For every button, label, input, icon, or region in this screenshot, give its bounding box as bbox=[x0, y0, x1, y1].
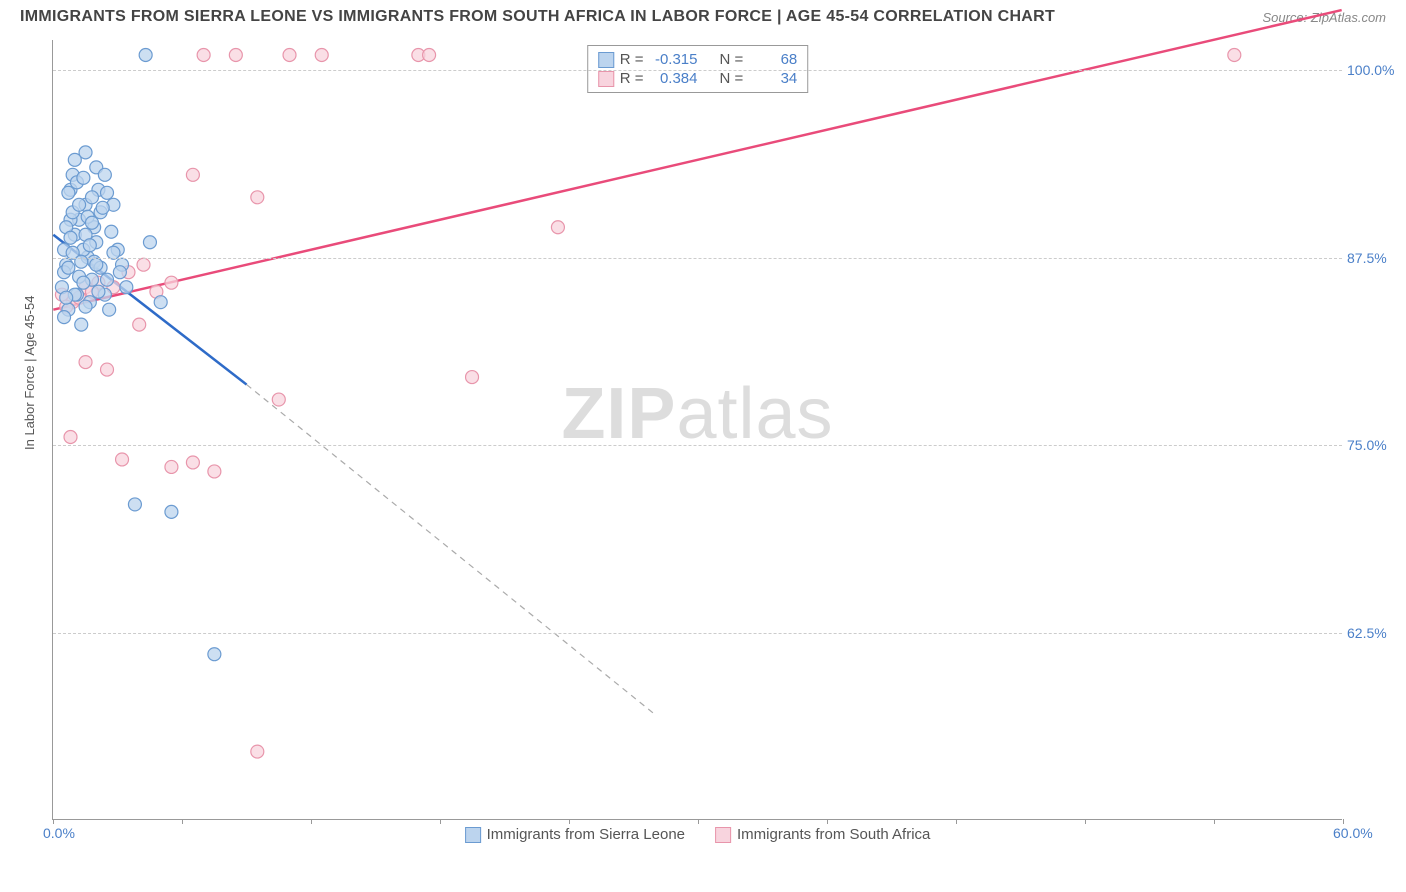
r-label: R = bbox=[620, 70, 644, 87]
legend-label-blue: Immigrants from Sierra Leone bbox=[487, 826, 685, 843]
legend-row-blue: R = -0.315 N = 68 bbox=[598, 50, 798, 69]
source-attribution: Source: ZipAtlas.com bbox=[1262, 10, 1386, 25]
y-tick-label: 87.5% bbox=[1347, 250, 1402, 266]
legend-item-pink: Immigrants from South Africa bbox=[715, 826, 930, 843]
y-tick-label: 62.5% bbox=[1347, 625, 1402, 641]
n-label: N = bbox=[720, 51, 744, 68]
y-tick-label: 75.0% bbox=[1347, 437, 1402, 453]
legend-item-blue: Immigrants from Sierra Leone bbox=[465, 826, 685, 843]
chart-title: IMMIGRANTS FROM SIERRA LEONE VS IMMIGRAN… bbox=[20, 8, 1055, 26]
legend-swatch-pink bbox=[598, 71, 614, 87]
x-tick-label: 0.0% bbox=[43, 825, 75, 841]
legend-swatch-blue bbox=[465, 827, 481, 843]
x-tick-label: 60.0% bbox=[1333, 825, 1373, 841]
legend-swatch-blue bbox=[598, 52, 614, 68]
chart-plot-area: ZIPatlas R = -0.315 N = 68 R = 0.384 N =… bbox=[52, 40, 1342, 820]
n-label: N = bbox=[720, 70, 744, 87]
legend-label-pink: Immigrants from South Africa bbox=[737, 826, 930, 843]
r-label: R = bbox=[620, 51, 644, 68]
legend-row-pink: R = 0.384 N = 34 bbox=[598, 69, 798, 88]
n-value-blue: 68 bbox=[749, 51, 797, 68]
scatter-plot-svg bbox=[53, 40, 1342, 819]
r-value-blue: -0.315 bbox=[650, 51, 698, 68]
r-value-pink: 0.384 bbox=[650, 70, 698, 87]
n-value-pink: 34 bbox=[749, 70, 797, 87]
series-legend: Immigrants from Sierra Leone Immigrants … bbox=[465, 826, 931, 843]
y-axis-label: In Labor Force | Age 45-54 bbox=[22, 296, 37, 450]
y-tick-label: 100.0% bbox=[1347, 62, 1402, 78]
correlation-legend: R = -0.315 N = 68 R = 0.384 N = 34 bbox=[587, 45, 809, 93]
legend-swatch-pink bbox=[715, 827, 731, 843]
